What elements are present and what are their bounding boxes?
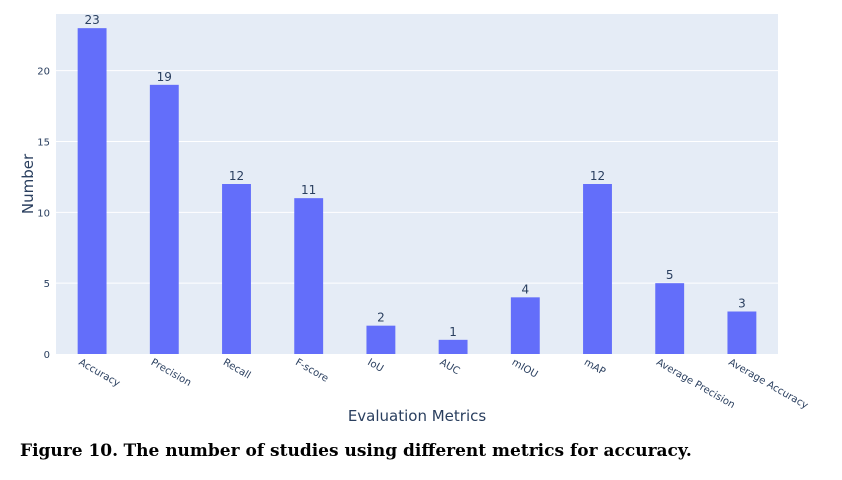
x-tick-label: Precision (149, 357, 193, 389)
bar (149, 84, 179, 354)
bar (294, 198, 324, 354)
caption-text: The number of studies using different me… (123, 441, 692, 461)
bar (583, 184, 612, 354)
bar (727, 311, 757, 354)
caption-label: Figure 10. (20, 441, 119, 461)
x-axis-label: Evaluation Metrics (348, 407, 487, 425)
x-tick-label: F-score (293, 357, 330, 385)
y-tick-label: 5 (44, 279, 50, 290)
data-label: 4 (521, 282, 529, 296)
bar (655, 283, 685, 354)
x-tick-labels: Accuracy Precision Recall F-score IoU AUC mIOU… (77, 357, 810, 412)
bar (77, 28, 107, 355)
x-tick-label: mAP (582, 357, 607, 378)
data-label: 2 (377, 311, 385, 325)
data-label: 3 (738, 297, 746, 311)
bars (77, 28, 757, 355)
data-label: 23 (84, 13, 99, 27)
x-tick-label: IoU (365, 357, 385, 375)
y-tick-labels: 0 5 10 15 20 (37, 67, 50, 361)
bar (366, 325, 396, 354)
y-axis-label: Number (19, 153, 37, 214)
x-tick-label: Average Accuracy (726, 357, 809, 412)
bar (222, 184, 251, 354)
x-tick-label: AUC (438, 357, 462, 377)
data-label: 5 (666, 268, 674, 282)
y-tick-label: 0 (44, 350, 50, 361)
data-label: 11 (301, 183, 316, 197)
data-labels: 23 19 12 11 2 1 4 12 5 3 (84, 13, 745, 339)
x-tick-label: Accuracy (77, 357, 122, 389)
bar (510, 297, 540, 354)
x-tick-label: Recall (221, 357, 252, 381)
x-tick-label: Average Precision (654, 357, 736, 411)
y-tick-label: 20 (37, 67, 50, 78)
bar (438, 339, 468, 354)
data-label: 1 (449, 325, 457, 339)
data-label: 12 (229, 169, 244, 183)
figure-caption: Figure 10. The number of studies using d… (20, 441, 820, 461)
y-tick-label: 15 (37, 138, 50, 149)
bar-chart: 0 5 10 15 20 23 19 12 11 2 1 4 12 5 3 Accuracy Precisi… (19, 13, 810, 425)
data-label: 12 (590, 169, 605, 183)
data-label: 19 (157, 70, 172, 84)
y-tick-label: 10 (37, 208, 50, 219)
x-tick-label: mIOU (510, 357, 540, 380)
